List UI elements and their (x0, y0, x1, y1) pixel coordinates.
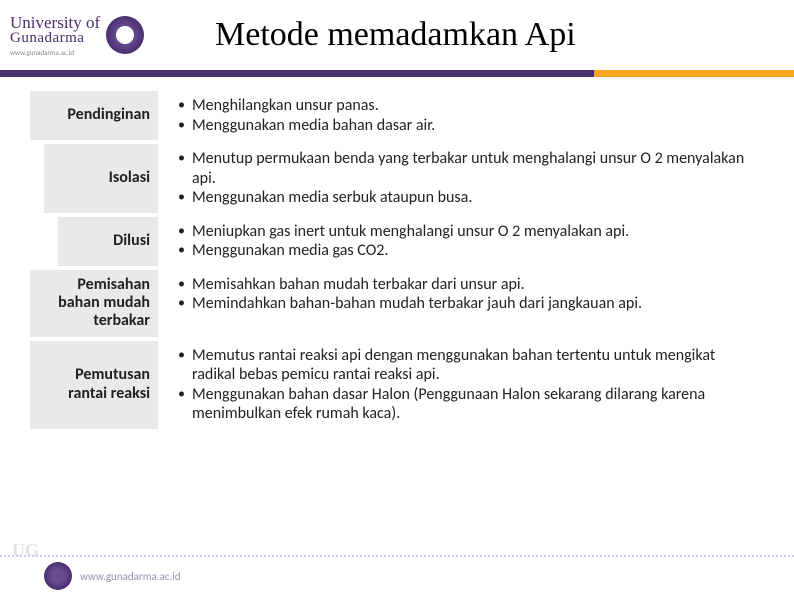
method-desc: Menghilangkan unsur panas. Menggunakan m… (158, 91, 764, 140)
method-row: Pemisahan bahan mudah terbakar Memisahka… (30, 270, 764, 337)
footer: www.gunadarma.ac.id (0, 557, 794, 595)
method-point: Menutup permukaan benda yang terbakar un… (178, 149, 756, 188)
method-row: Dilusi Meniupkan gas inert untuk menghal… (30, 217, 764, 266)
content-area: Pendinginan Menghilangkan unsur panas. M… (0, 77, 794, 429)
gunadarma-emblem-icon (106, 16, 144, 54)
method-point: Memindahkan bahan-bahan mudah terbakar j… (178, 294, 756, 314)
logo-upper: University of (10, 14, 100, 32)
logo: University of Gunadarma www.gunadarma.ac… (10, 5, 195, 65)
method-point: Meniupkan gas inert untuk menghalangi un… (178, 222, 756, 242)
footer-url: www.gunadarma.ac.id (80, 570, 181, 583)
footer-emblem-icon (44, 562, 72, 590)
logo-subtext: www.gunadarma.ac.id (10, 49, 100, 56)
slide-title: Metode memadamkan Api (215, 16, 576, 54)
method-label: Pemisahan bahan mudah terbakar (30, 270, 158, 337)
method-row: Pendinginan Menghilangkan unsur panas. M… (30, 91, 764, 140)
method-point: Menggunakan media gas CO2. (178, 241, 756, 261)
method-point: Menghilangkan unsur panas. (178, 96, 756, 116)
method-point: Menggunakan bahan dasar Halon (Penggunaa… (178, 385, 756, 424)
method-point: Memisahkan bahan mudah terbakar dari uns… (178, 275, 756, 295)
title-underline (0, 70, 794, 77)
logo-text: University of Gunadarma www.gunadarma.ac… (10, 14, 100, 57)
method-point: Menggunakan media serbuk ataupun busa. (178, 188, 756, 208)
method-point: Menggunakan media bahan dasar air. (178, 116, 756, 136)
method-row: Pemutusan rantai reaksi Memutus rantai r… (30, 341, 764, 429)
logo-lower: Gunadarma (10, 31, 100, 47)
method-label: Dilusi (58, 217, 158, 266)
method-desc: Meniupkan gas inert untuk menghalangi un… (158, 217, 764, 266)
method-row: Isolasi Menutup permukaan benda yang ter… (30, 144, 764, 213)
method-desc: Memutus rantai reaksi api dengan menggun… (158, 341, 764, 429)
method-label: Isolasi (44, 144, 158, 213)
method-label: Pendinginan (30, 91, 158, 140)
method-desc: Menutup permukaan benda yang terbakar un… (158, 144, 764, 213)
header: University of Gunadarma www.gunadarma.ac… (0, 0, 794, 70)
method-point: Memutus rantai reaksi api dengan menggun… (178, 346, 756, 385)
method-desc: Memisahkan bahan mudah terbakar dari uns… (158, 270, 764, 337)
method-label: Pemutusan rantai reaksi (30, 341, 158, 429)
